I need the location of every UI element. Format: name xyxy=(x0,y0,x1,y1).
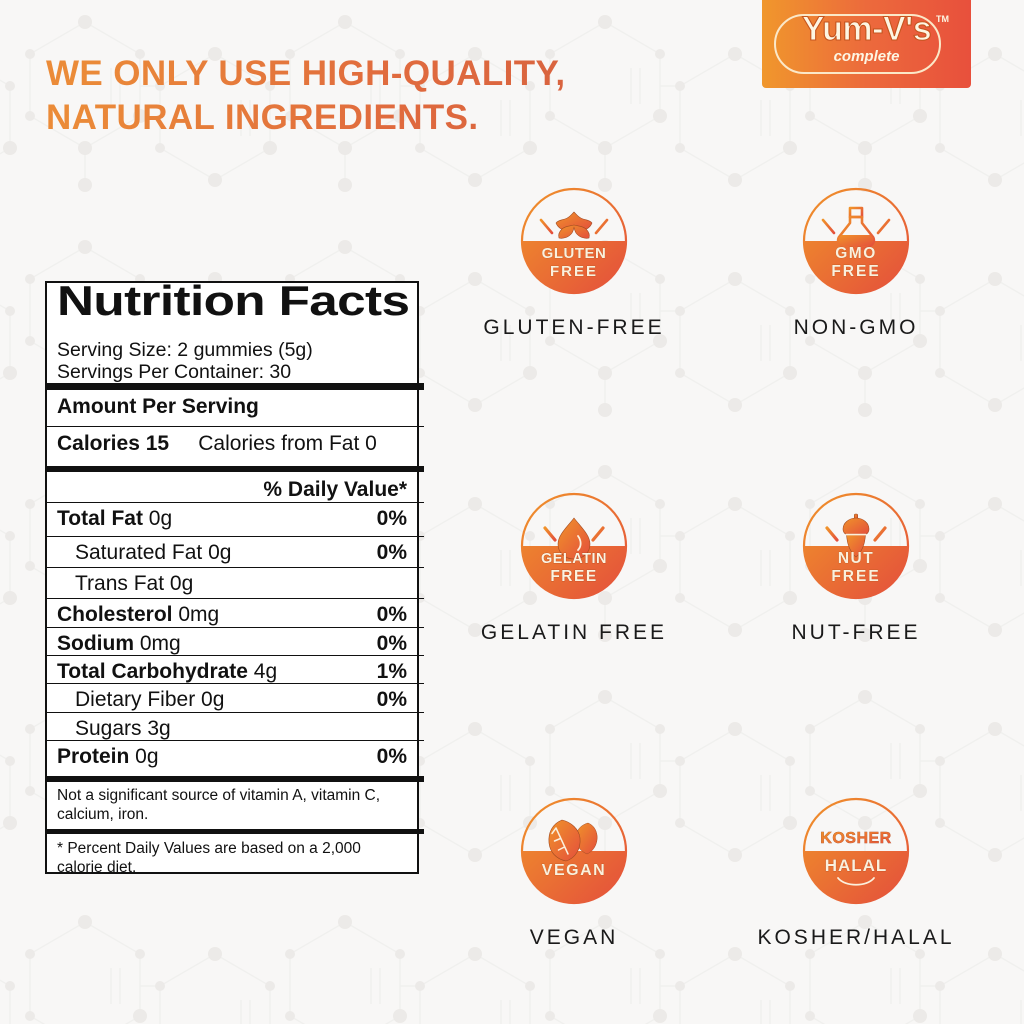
svg-text:VEGAN: VEGAN xyxy=(542,862,606,879)
svg-text:KOSHER: KOSHER xyxy=(820,830,891,847)
svg-text:GELATIN: GELATIN xyxy=(541,551,607,567)
svg-text:NUT: NUT xyxy=(838,550,874,567)
svg-text:FREE: FREE xyxy=(550,263,598,280)
svg-text:GLUTEN: GLUTEN xyxy=(542,245,607,262)
svg-text:FREE: FREE xyxy=(831,263,880,280)
svg-text:GMO: GMO xyxy=(835,245,877,262)
svg-text:FREE: FREE xyxy=(550,568,597,585)
svg-text:HALAL: HALAL xyxy=(825,856,888,875)
svg-text:FREE: FREE xyxy=(831,568,880,585)
